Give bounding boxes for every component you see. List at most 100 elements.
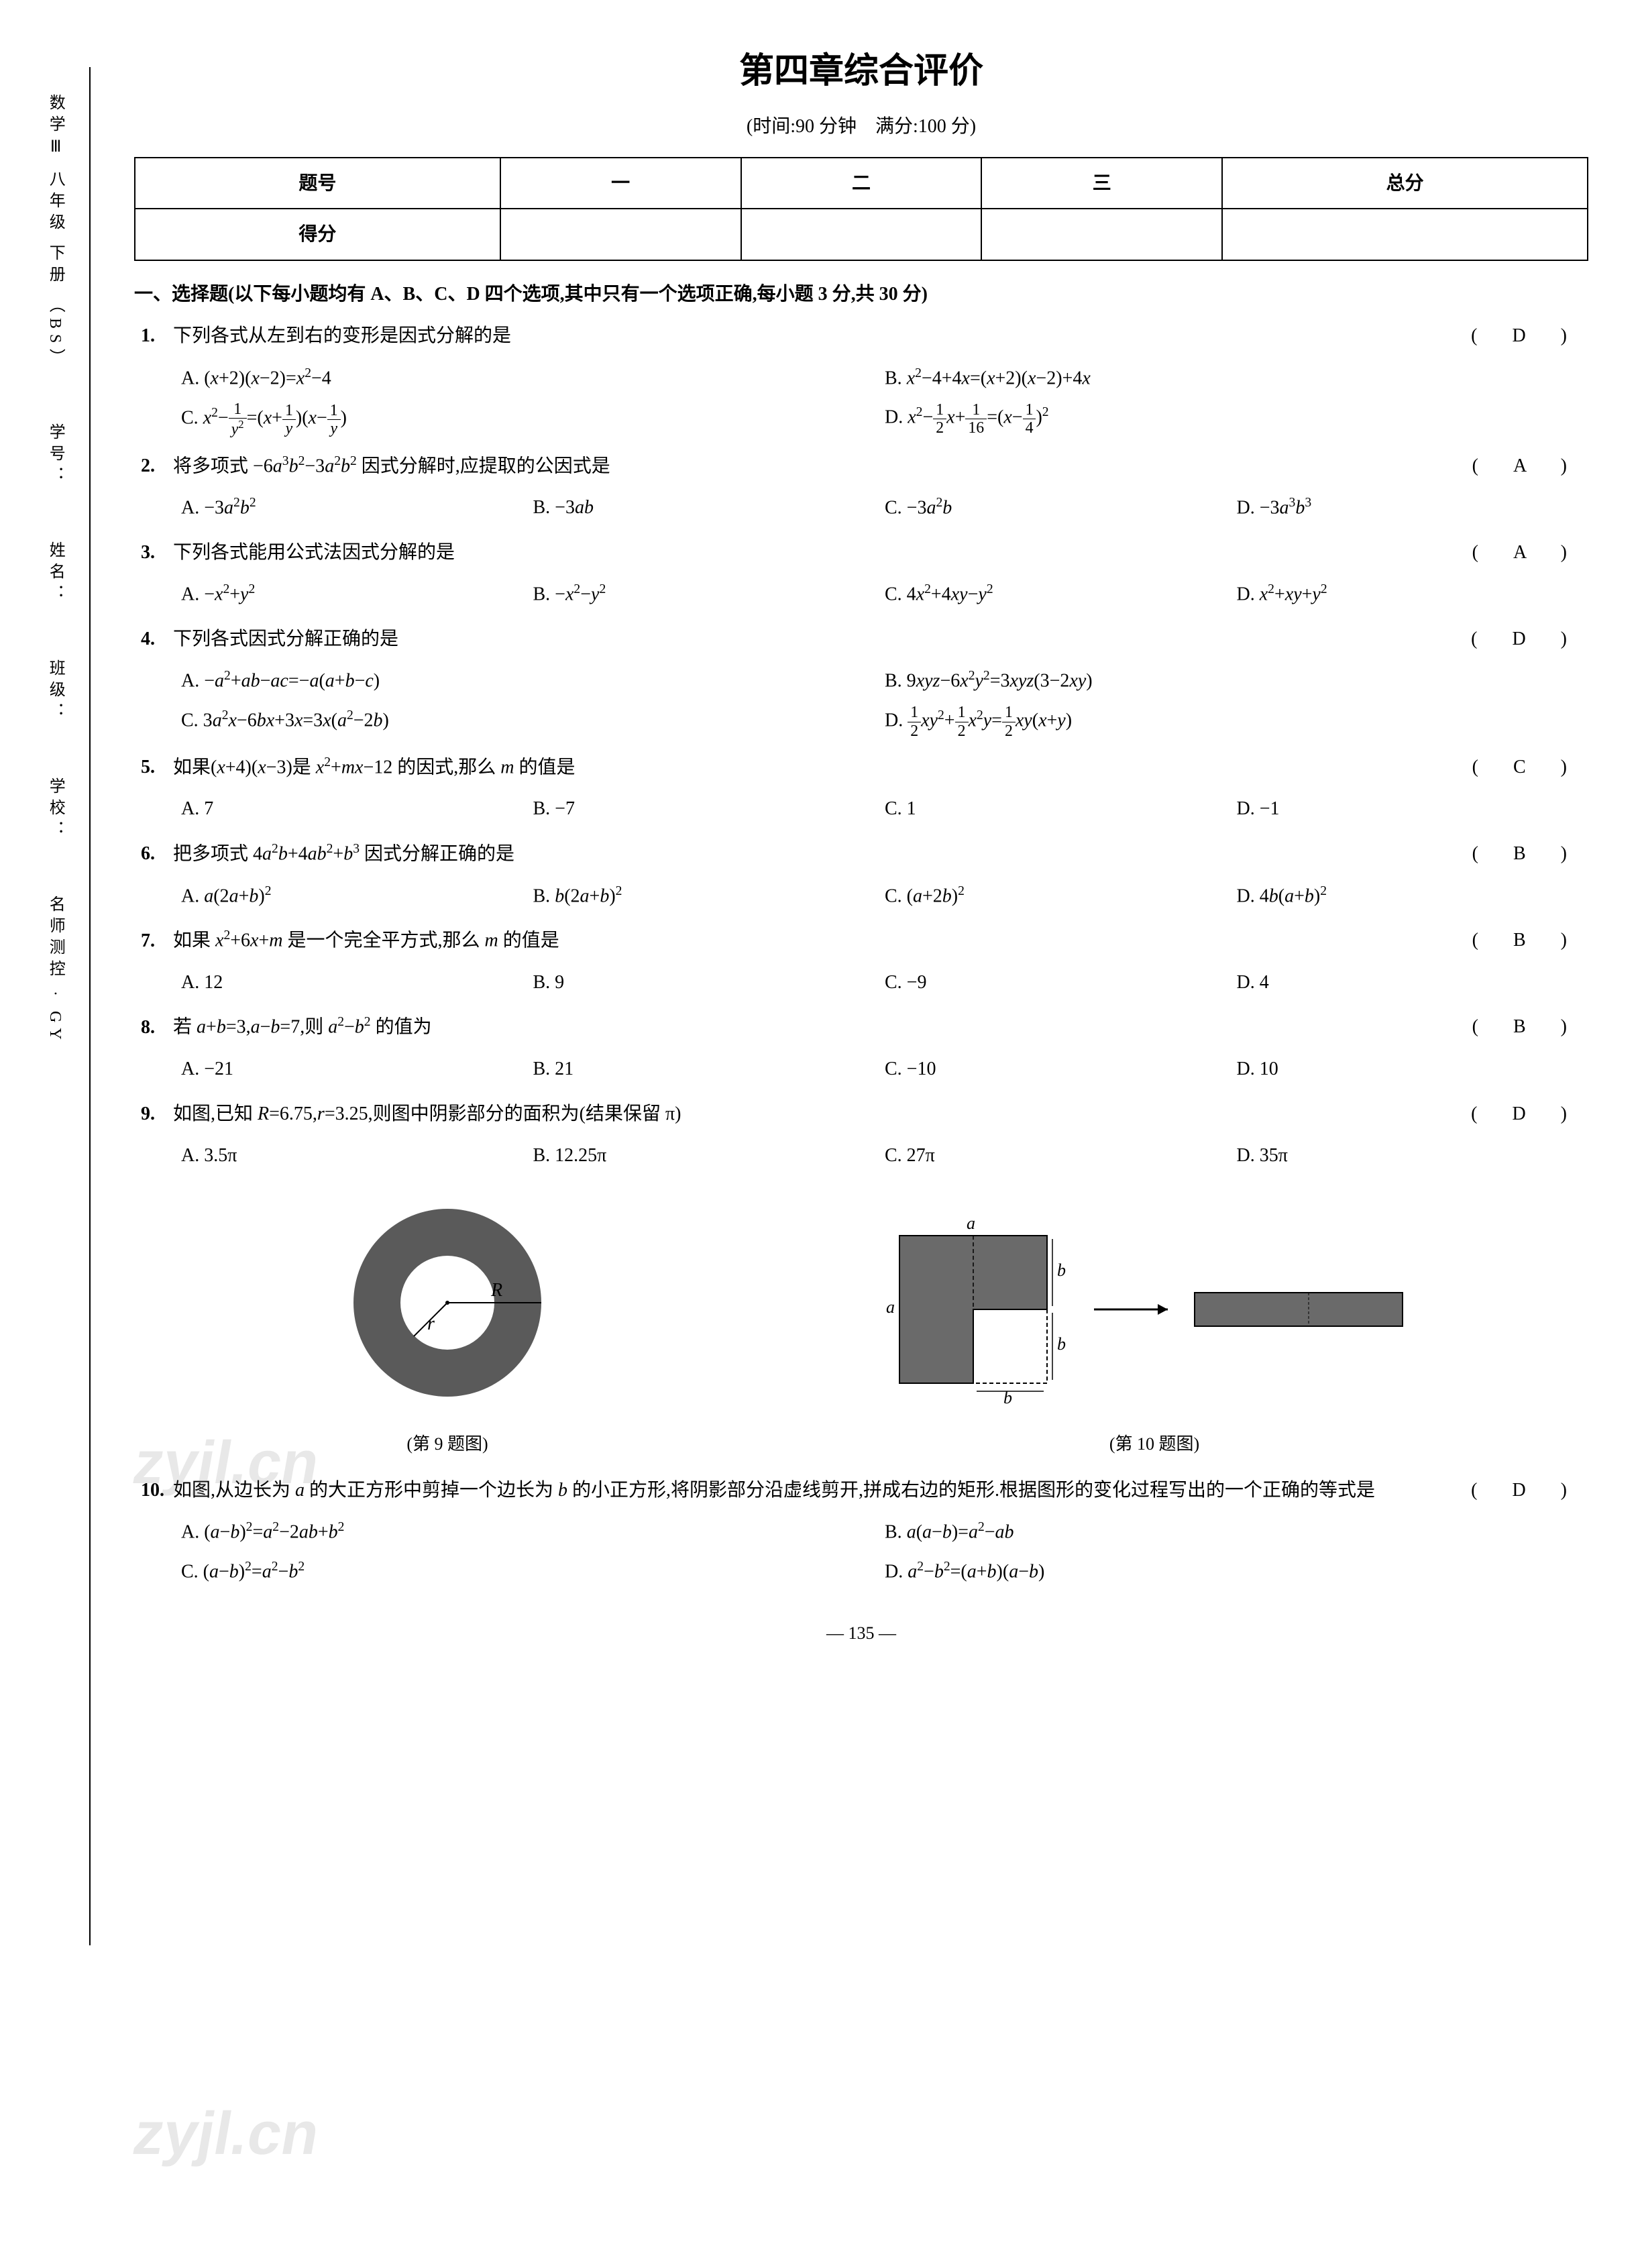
question-number: 7.	[141, 924, 168, 958]
section-1-header: 一、选择题(以下每小题均有 A、B、C、D 四个选项,其中只有一个选项正确,每小…	[134, 278, 1588, 311]
side-label-2: 学号：	[40, 423, 69, 488]
question-stem: 8.若 a+b=3,a−b=7,则 a2−b2 的值为( B )	[141, 1010, 1588, 1044]
question-stem: 4.下列各式因式分解正确的是( D )	[141, 623, 1588, 656]
option-B: B. x2−4+4x=(x+2)(x−2)+4x	[885, 359, 1588, 398]
answer-paren: ( D )	[1471, 319, 1575, 353]
questions-container: 1.下列各式从左到右的变形是因式分解的是( D ) A. (x+2)(x−2)=x…	[134, 319, 1588, 1591]
question-number: 5.	[141, 751, 168, 784]
score-cell-2	[741, 209, 982, 260]
option-A: A. −3a2b2	[181, 488, 533, 528]
question-4: 4.下列各式因式分解正确的是( D ) A. −a2+ab−ac=−a(a+b−c…	[134, 623, 1588, 743]
side-label-4: 班级：	[40, 659, 69, 724]
options: A. (a−b)2=a2−2ab+b2B. a(a−b)=a2−abC. (a−…	[141, 1513, 1588, 1591]
side-margin: 数学Ⅲ 八年级 下册 （BS） 学号： 姓名： 班级： 学校： 名师测控 · G…	[40, 67, 91, 1945]
option-D: D. 35π	[1237, 1136, 1589, 1175]
option-A: A. −21	[181, 1050, 533, 1089]
options: A. −x2+y2B. −x2−y2C. 4x2+4xy−y2D. x2+xy+…	[141, 575, 1588, 614]
side-label-1: 数学Ⅲ 八年级 下册 （BS）	[40, 94, 69, 370]
option-D: D. x2+xy+y2	[1237, 575, 1589, 614]
options: A. 7B. −7C. 1D. −1	[141, 790, 1588, 828]
option-C: C. −3a2b	[885, 488, 1237, 528]
option-B: B. −3ab	[533, 488, 885, 528]
option-A: A. 12	[181, 963, 533, 1002]
answer-paren: ( A )	[1472, 536, 1575, 570]
option-B: B. b(2a+b)2	[533, 877, 885, 916]
score-cell-4	[1222, 209, 1588, 260]
th-1: 一	[500, 158, 741, 209]
watermark-2: zyjl.cn	[125, 2080, 329, 2188]
option-C: C. 4x2+4xy−y2	[885, 575, 1237, 614]
row-label: 得分	[135, 209, 500, 260]
question-number: 8.	[141, 1011, 168, 1044]
th-3: 三	[981, 158, 1222, 209]
side-label-6: 名师测控 · GY	[40, 896, 69, 1045]
option-A: A. (x+2)(x−2)=x2−4	[181, 359, 885, 398]
option-C: C. −9	[885, 963, 1237, 1002]
question-6: 6.把多项式 4a2b+4ab2+b3 因式分解正确的是( B ) A. a(2a…	[134, 837, 1588, 916]
side-label-3: 姓名：	[40, 541, 69, 606]
question-9: 9.如图,已知 R=6.75,r=3.25,则图中阴影部分的面积为(结果保留 π…	[134, 1097, 1588, 1176]
page-title: 第四章综合评价	[134, 40, 1588, 103]
option-D: D. −3a3b3	[1237, 488, 1589, 528]
question-text: 如果(x+4)(x−3)是 x2+mx−12 的因式,那么 m 的值是( C )	[173, 751, 1588, 785]
figure-9: R r (第 9 题图)	[340, 1195, 555, 1460]
question-stem: 6.把多项式 4a2b+4ab2+b3 因式分解正确的是( B )	[141, 837, 1588, 871]
R-label: R	[490, 1280, 502, 1301]
option-B: B. 9xyz−6x2y2=3xyz(3−2xy)	[885, 661, 1588, 701]
question-stem: 7.如果 x2+6x+m 是一个完全平方式,那么 m 的值是( B )	[141, 924, 1588, 958]
option-B: B. −x2−y2	[533, 575, 885, 614]
r-label: r	[427, 1313, 435, 1334]
question-number: 3.	[141, 536, 168, 570]
options: A. a(2a+b)2B. b(2a+b)2C. (a+2b)2D. 4b(a+…	[141, 877, 1588, 916]
figure-10: a a b b b (第 10 题图)	[886, 1209, 1423, 1460]
a-left: a	[886, 1297, 895, 1317]
option-B: B. a(a−b)=a2−ab	[885, 1513, 1588, 1552]
side-label-5: 学校：	[40, 777, 69, 842]
result-rect	[1195, 1293, 1403, 1326]
question-number: 10.	[141, 1474, 168, 1507]
th-0: 题号	[135, 158, 500, 209]
question-text: 将多项式 −6a3b2−3a2b2 因式分解时,应提取的公因式是( A )	[173, 449, 1588, 484]
question-number: 4.	[141, 623, 168, 656]
option-A: A. −a2+ab−ac=−a(a+b−c)	[181, 661, 885, 701]
option-C: C. 1	[885, 790, 1237, 828]
question-stem: 3.下列各式能用公式法因式分解的是( A )	[141, 536, 1588, 570]
question-1: 1.下列各式从左到右的变形是因式分解的是( D ) A. (x+2)(x−2)=x…	[134, 319, 1588, 441]
question-stem: 1.下列各式从左到右的变形是因式分解的是( D )	[141, 319, 1588, 353]
fig10-caption: (第 10 题图)	[886, 1429, 1423, 1460]
b-right1: b	[1057, 1260, 1066, 1280]
question-8: 8.若 a+b=3,a−b=7,则 a2−b2 的值为( B ) A. −21B.…	[134, 1010, 1588, 1089]
question-stem: 9.如图,已知 R=6.75,r=3.25,则图中阴影部分的面积为(结果保留 π…	[141, 1097, 1588, 1131]
th-2: 二	[741, 158, 982, 209]
option-A: A. (a−b)2=a2−2ab+b2	[181, 1513, 885, 1552]
question-text: 下列各式因式分解正确的是( D )	[173, 623, 1588, 656]
score-cell-1	[500, 209, 741, 260]
question-number: 6.	[141, 837, 168, 871]
option-C: C. (a−b)2=a2−b2	[181, 1552, 885, 1592]
question-text: 把多项式 4a2b+4ab2+b3 因式分解正确的是( B )	[173, 837, 1588, 871]
score-cell-3	[981, 209, 1222, 260]
annulus-svg: R r	[340, 1195, 555, 1410]
fig9-caption: (第 9 题图)	[340, 1429, 555, 1460]
answer-paren: ( D )	[1471, 1474, 1575, 1507]
question-5: 5.如果(x+4)(x−3)是 x2+mx−12 的因式,那么 m 的值是( C…	[134, 751, 1588, 829]
option-D: D. 4b(a+b)2	[1237, 877, 1589, 916]
answer-paren: ( C )	[1472, 751, 1575, 784]
question-text: 如图,从边长为 a 的大正方形中剪掉一个边长为 b 的小正方形,将阴影部分沿虚线…	[173, 1474, 1588, 1507]
options: A. −a2+ab−ac=−a(a+b−c)B. 9xyz−6x2y2=3xyz…	[141, 661, 1588, 742]
cut-square	[973, 1309, 1047, 1383]
options: A. −21B. 21C. −10D. 10	[141, 1050, 1588, 1089]
arrow-head	[1158, 1304, 1168, 1315]
option-C: C. 27π	[885, 1136, 1237, 1175]
options: A. 3.5πB. 12.25πC. 27πD. 35π	[141, 1136, 1588, 1175]
option-A: A. −x2+y2	[181, 575, 533, 614]
page-number: — 135 —	[134, 1618, 1588, 1650]
answer-paren: ( D )	[1471, 623, 1575, 656]
option-B: B. 12.25π	[533, 1136, 885, 1175]
question-text: 如果 x2+6x+m 是一个完全平方式,那么 m 的值是( B )	[173, 924, 1588, 958]
question-number: 2.	[141, 449, 168, 483]
a-top: a	[967, 1213, 975, 1233]
answer-paren: ( A )	[1472, 449, 1575, 483]
option-C: C. 3a2x−6bx+3x=3x(a2−2b)	[181, 701, 885, 743]
question-3: 3.下列各式能用公式法因式分解的是( A ) A. −x2+y2B. −x2−y2…	[134, 536, 1588, 614]
